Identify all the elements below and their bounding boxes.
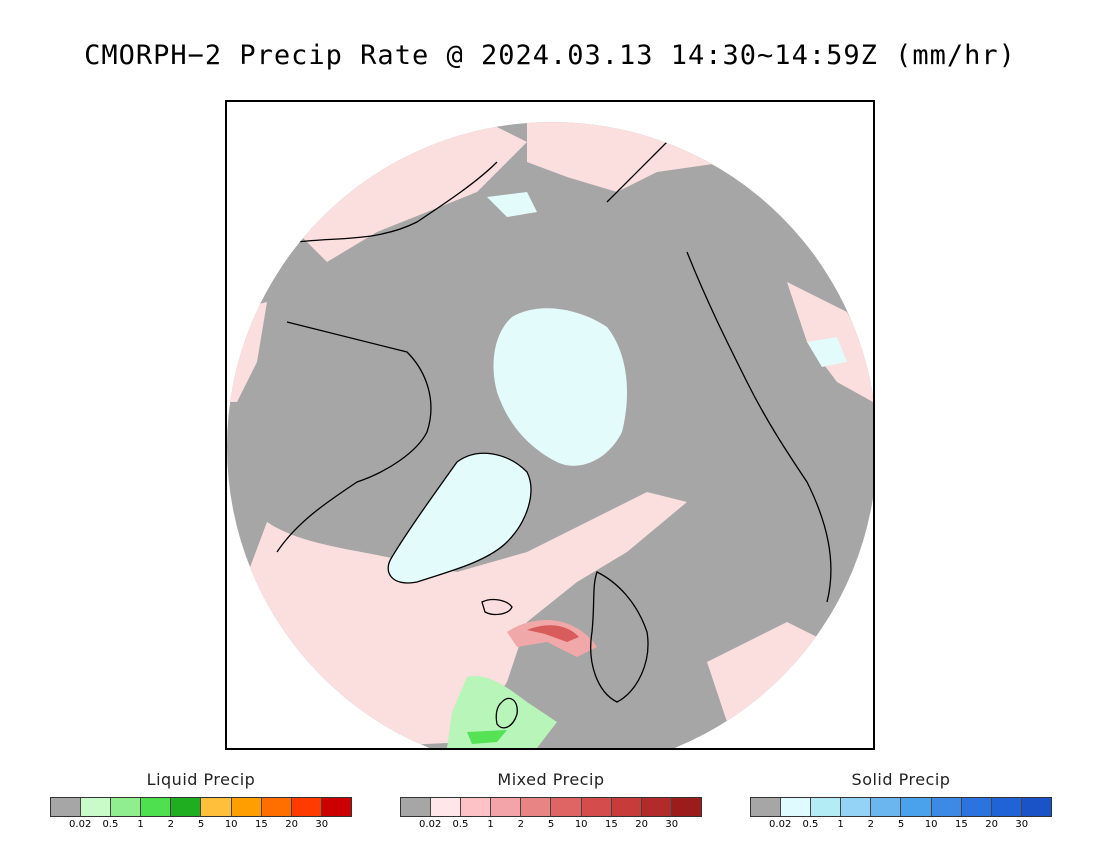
color-swatch	[811, 798, 842, 816]
legend-solid-precip: Solid Precip 0.02 0.5 1 2 5 10 15 20 30	[750, 770, 1052, 833]
color-swatch	[581, 798, 612, 816]
color-swatch	[961, 798, 992, 816]
legend-liquid-precip: Liquid Precip 0.02 0.5 1 2 5 10 15 20 30	[50, 770, 352, 833]
color-swatch	[201, 798, 232, 816]
tick-labels: 0.02 0.5 1 2 5 10 15 20 30	[750, 819, 1052, 833]
liquid-precip-region-europe	[447, 676, 557, 748]
color-swatch	[491, 798, 522, 816]
tick-label: 2	[867, 819, 874, 830]
color-swatch	[291, 798, 322, 816]
color-swatch	[671, 798, 701, 816]
tick-label: 0.02	[419, 819, 442, 830]
tick-label: 2	[517, 819, 524, 830]
color-swatch	[751, 798, 782, 816]
tick-label: 15	[605, 819, 618, 830]
color-swatch	[81, 798, 112, 816]
tick-label: 0.5	[102, 819, 119, 830]
tick-label: 10	[924, 819, 938, 830]
tick-label: 5	[897, 819, 905, 830]
mixed-precip-band-bering	[637, 122, 677, 137]
color-swatch	[551, 798, 582, 816]
coastline-british-isles	[495, 697, 518, 729]
tick-label: 0.02	[769, 819, 792, 830]
coastline-canadian-arctic	[276, 321, 432, 553]
tick-label: 1	[137, 819, 144, 830]
tick-label: 30	[315, 819, 329, 830]
tick-label: 15	[955, 819, 968, 830]
color-swatch	[871, 798, 902, 816]
mixed-precip-region-atlantic	[237, 492, 687, 748]
color-swatch	[51, 798, 82, 816]
color-swatch	[401, 798, 432, 816]
tick-label: 10	[224, 819, 238, 830]
color-swatch	[261, 798, 292, 816]
legend-mixed-precip: Mixed Precip 0.02 0.5 1 2 5 10 15 20 30	[400, 770, 702, 833]
coastline-alaska	[296, 161, 498, 243]
coastline-scandinavia	[590, 571, 649, 703]
map-title: CMORPH−2 Precip Rate @ 2024.03.13 14:30~…	[84, 40, 1016, 71]
color-swatch	[141, 798, 172, 816]
tick-label: 10	[574, 819, 588, 830]
mixed-precip-core-norwegian-sea	[527, 625, 579, 642]
tick-label: 0.5	[452, 819, 469, 830]
solid-precip-scattered-north	[487, 192, 537, 217]
tick-label: 15	[255, 819, 268, 830]
legend-title: Solid Precip	[851, 770, 951, 789]
solid-precip-scattered-east	[807, 337, 847, 367]
tick-label: 30	[1015, 819, 1029, 830]
color-swatch	[931, 798, 962, 816]
color-swatch	[991, 798, 1022, 816]
coastlines	[276, 141, 832, 729]
map-disk	[227, 122, 873, 748]
tick-label: 5	[547, 819, 555, 830]
tick-label: 2	[167, 819, 174, 830]
color-swatch	[781, 798, 812, 816]
tick-label: 30	[665, 819, 679, 830]
color-swatch	[461, 798, 492, 816]
solid-precip-greenland	[388, 453, 531, 583]
tick-label: 5	[197, 819, 205, 830]
coastline-greenland	[387, 452, 532, 584]
tick-labels: 0.02 0.5 1 2 5 10 15 20 30	[50, 819, 352, 833]
color-swatch	[641, 798, 672, 816]
color-bar	[400, 797, 702, 817]
liquid-precip-core-europe	[467, 730, 507, 744]
solid-precip-arctic-ocean	[493, 308, 627, 466]
coastline-chukotka	[606, 141, 668, 203]
coastline-iceland	[481, 598, 513, 616]
color-swatch	[1021, 798, 1051, 816]
tick-labels: 0.02 0.5 1 2 5 10 15 20 30	[400, 819, 702, 833]
color-swatch	[431, 798, 462, 816]
color-swatch	[231, 798, 262, 816]
map-panel	[225, 100, 875, 750]
color-swatch	[321, 798, 351, 816]
color-swatch	[901, 798, 932, 816]
legend-title: Liquid Precip	[146, 770, 256, 789]
legend-title: Mixed Precip	[497, 770, 605, 789]
mixed-precip-region-south-east	[707, 622, 827, 722]
color-swatch	[841, 798, 872, 816]
color-swatch	[521, 798, 552, 816]
mixed-precip-region-northwest	[287, 122, 527, 262]
tick-label: 20	[285, 819, 298, 830]
tick-label: 0.5	[802, 819, 819, 830]
color-swatch	[171, 798, 202, 816]
tick-label: 0.02	[69, 819, 92, 830]
color-swatch	[611, 798, 642, 816]
color-bar	[50, 797, 352, 817]
tick-label: 1	[837, 819, 844, 830]
tick-label: 20	[985, 819, 998, 830]
tick-label: 20	[635, 819, 648, 830]
color-bar	[750, 797, 1052, 817]
coastline-eurasia	[686, 251, 832, 603]
tick-label: 1	[487, 819, 494, 830]
polar-precip-map	[227, 122, 873, 748]
color-swatch	[111, 798, 142, 816]
